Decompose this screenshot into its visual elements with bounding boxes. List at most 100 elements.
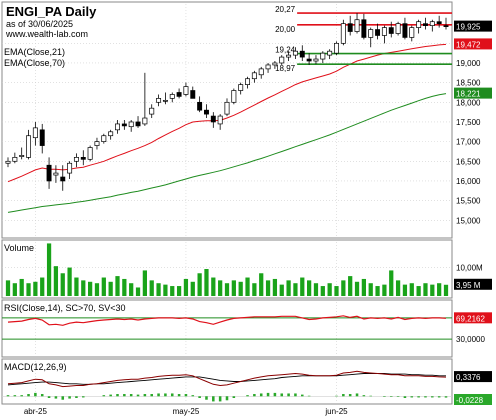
last-macd-label: 0,3376 [456, 373, 481, 382]
candle-body [67, 162, 73, 174]
volume-bar [416, 286, 421, 296]
last-volume-bg [454, 278, 492, 290]
candle-body [354, 19, 360, 32]
candle-body [53, 172, 59, 176]
last-close-label: 19,925 [456, 23, 481, 32]
last-close-label-bg [454, 20, 492, 32]
candle-body [292, 50, 298, 56]
candle-body [334, 42, 339, 54]
price-tick-label: 17,500 [456, 118, 481, 127]
volume-bar [368, 283, 373, 296]
volume-bar [259, 273, 264, 296]
resistance-level-label: 20,00 [275, 25, 296, 34]
volume-bar [389, 270, 394, 296]
volume-bar [108, 281, 113, 296]
volume-bar [19, 278, 24, 296]
website-label: www.wealth-lab.com [5, 29, 88, 39]
volume-bar [46, 243, 52, 296]
last-ema21-label-bg [454, 38, 492, 50]
candle-body [5, 160, 11, 164]
volume-bar [115, 276, 120, 296]
macd-panel-title: MACD(12,26,9) [4, 362, 67, 372]
candle-body [162, 99, 168, 102]
volume-bar [286, 280, 291, 296]
volume-bar [327, 283, 332, 296]
rsi-layer [2, 315, 452, 340]
price-tick-label: 15,500 [456, 197, 481, 206]
candle-body [347, 23, 353, 32]
candle-body [388, 27, 394, 34]
price-tick-label: 15,000 [456, 216, 481, 225]
ema70-line [7, 93, 447, 213]
last-ema70-label: 18,221 [456, 90, 481, 99]
volume-bar [395, 280, 401, 296]
candle-body [87, 147, 93, 160]
candle-body [265, 64, 271, 70]
volume-bar [437, 283, 442, 296]
resistance-level-label: 20,27 [275, 5, 296, 14]
volume-bar [279, 284, 284, 296]
candle-body [156, 98, 162, 103]
candle-body [395, 23, 401, 34]
candle-body [409, 27, 415, 38]
volume-bar [265, 280, 271, 296]
last-macd-bg [454, 371, 492, 383]
candle-body [361, 19, 367, 38]
price-tick-label: 17,000 [456, 138, 481, 147]
candle-body [19, 155, 25, 157]
volume-bar [293, 283, 298, 296]
volume-bar [245, 277, 250, 296]
candle-body [115, 123, 120, 131]
candle-body [286, 54, 292, 58]
candle-body [121, 123, 127, 127]
volume-bar [190, 281, 195, 296]
volume-bar [129, 283, 134, 296]
candle-body [108, 131, 114, 137]
volume-bar [197, 273, 202, 296]
candle-body [46, 164, 52, 182]
volume-bar [334, 286, 339, 296]
price-layer: 20,27 20,00 19,24 18,97 [5, 5, 452, 213]
volume-bar [149, 280, 154, 296]
support-level-label: 19,24 [275, 46, 296, 55]
volume-bar [224, 283, 230, 296]
candle-body [306, 58, 312, 62]
candle-body [197, 101, 203, 111]
volume-bar [12, 283, 17, 296]
volume-bar [402, 284, 408, 296]
grid-layer [2, 4, 452, 402]
volume-bar [272, 278, 278, 296]
volume-bar [354, 281, 360, 296]
rsi-line [7, 315, 447, 326]
volume-bar [122, 278, 127, 296]
candle-body [231, 90, 237, 103]
volume-bar [156, 283, 161, 296]
chart-title: ENGI_PA Daily [6, 4, 97, 19]
volume-bar [142, 270, 147, 296]
candle-body [12, 157, 18, 162]
volume-layer [5, 243, 449, 296]
candle-body [128, 121, 134, 128]
x-tick-label: jun-25 [324, 407, 348, 416]
rsi-tick-label: 30,0000 [456, 335, 485, 344]
volume-bar [74, 277, 79, 296]
candle-body [190, 90, 196, 99]
volume-bar [300, 277, 305, 296]
volume-bar [231, 280, 236, 296]
volume-tick-label: 10,00M [456, 264, 483, 273]
volume-bar [26, 283, 31, 296]
candle-body [368, 29, 374, 38]
candle-body [402, 23, 408, 38]
volume-bar [443, 284, 449, 296]
last-macd-hist-bg [454, 394, 492, 405]
ema21-line [7, 43, 447, 183]
candle-body [32, 127, 38, 139]
candle-body [279, 56, 285, 64]
candle-body [149, 107, 155, 115]
volume-bar [183, 278, 189, 296]
volume-bar [101, 277, 106, 296]
volume-bar [252, 283, 257, 296]
volume-bar [423, 283, 428, 296]
